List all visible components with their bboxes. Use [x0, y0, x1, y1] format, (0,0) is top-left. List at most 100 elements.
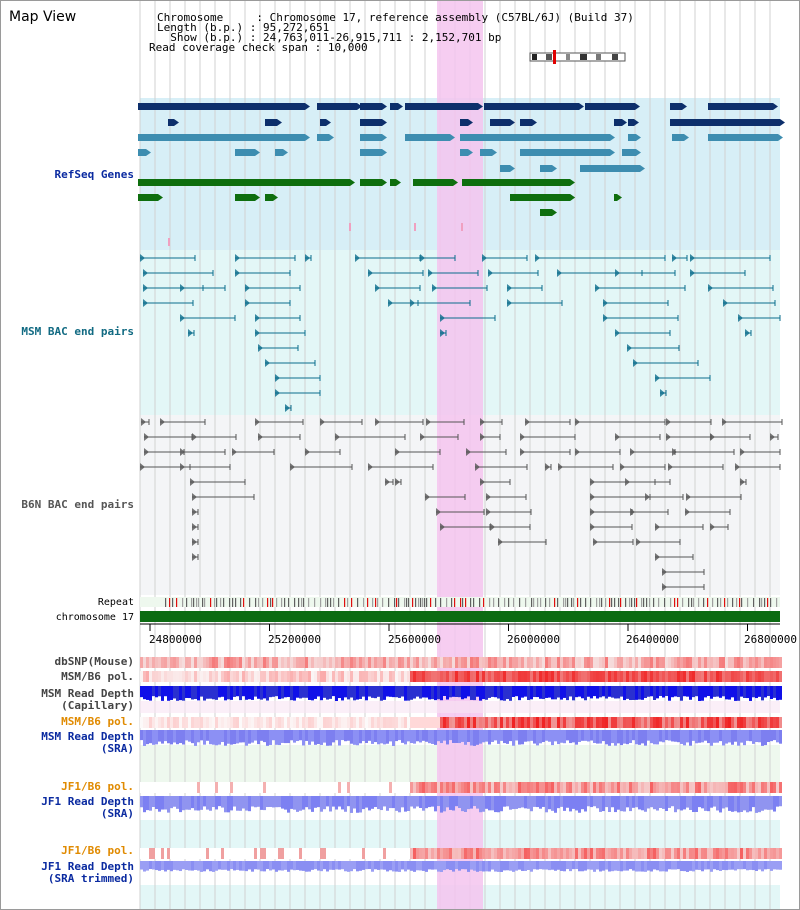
heat-cell: [710, 848, 713, 859]
heat-cell: [515, 717, 518, 728]
depth-bar: [392, 730, 395, 746]
heat-cell: [413, 782, 416, 793]
heat-cell: [575, 671, 578, 682]
heat-cell: [293, 782, 296, 793]
depth-bar: [329, 686, 332, 699]
heat-cell: [182, 848, 185, 859]
depth-bar: [161, 730, 164, 744]
depth-bar: [239, 796, 242, 811]
depth-bar: [521, 861, 524, 871]
heat-cell: [368, 671, 371, 682]
depth-bar: [206, 730, 209, 741]
heat-cell: [473, 782, 476, 793]
heat-cell: [308, 671, 311, 682]
depth-bar: [692, 730, 695, 741]
heat-cell: [218, 671, 221, 682]
track-label-jf1-pol[interactable]: JF1/B6 pol.: [61, 780, 134, 793]
heat-cell: [779, 848, 782, 859]
heat-cell: [389, 717, 392, 728]
depth-bar: [464, 861, 467, 870]
depth-bar: [593, 796, 596, 807]
heat-cell: [764, 782, 767, 793]
depth-bar: [689, 730, 692, 746]
heat-cell: [317, 782, 320, 793]
heat-cell: [626, 848, 629, 859]
depth-bar: [317, 686, 320, 697]
track-label-msm-depth-capillary[interactable]: MSM Read Depth (Capillary): [41, 687, 134, 712]
depth-bar: [428, 796, 431, 808]
heat-cell: [416, 848, 419, 859]
repeat-mark: [196, 598, 198, 607]
heat-cell: [161, 671, 164, 682]
heat-cell: [347, 671, 350, 682]
track-label-b6n-bac[interactable]: B6N BAC end pairs: [21, 498, 134, 511]
gene-block: [360, 103, 382, 110]
heat-cell: [209, 782, 212, 793]
depth-bar: [380, 730, 383, 744]
heat-cell: [191, 671, 194, 682]
repeat-mark: [210, 598, 212, 607]
heat-cell: [284, 717, 287, 728]
track-label-jf1-depth[interactable]: JF1 Read Depth (SRA): [41, 795, 134, 820]
b6n-bac-pair-end: [740, 448, 745, 456]
heat-cell: [677, 657, 680, 668]
track-label-jf1-pol-2[interactable]: JF1/B6 pol.: [61, 844, 134, 857]
heat-cell: [149, 657, 152, 668]
track-label-jf1-depth-trimmed[interactable]: JF1 Read Depth (SRA trimmed): [41, 860, 134, 885]
heat-cell: [683, 717, 686, 728]
repeat-mark: [720, 598, 722, 607]
heat-cell: [641, 782, 644, 793]
heat-cell: [722, 671, 725, 682]
b6n-bac-pair-end: [655, 523, 660, 531]
msm-bac-pair-end: [690, 254, 695, 262]
track-label-msm-bac[interactable]: MSM BAC end pairs: [21, 325, 134, 338]
depth-bar: [713, 730, 716, 743]
track-label-dbsnp[interactable]: dbSNP(Mouse): [54, 655, 134, 668]
heat-cell: [650, 782, 653, 793]
heat-cell: [437, 848, 440, 859]
depth-bar: [551, 730, 554, 746]
heat-cell: [761, 671, 764, 682]
heat-cell: [569, 848, 572, 859]
track-label-msm-b6-pol-2[interactable]: MSM/B6 pol.: [61, 715, 134, 728]
heat-cell: [155, 782, 158, 793]
depth-bar: [644, 730, 647, 746]
heat-cell: [575, 782, 578, 793]
heat-cell: [317, 657, 320, 668]
heat-cell: [182, 671, 185, 682]
page-title: Map View: [9, 9, 77, 25]
depth-bar: [644, 861, 647, 872]
heat-cell: [527, 657, 530, 668]
depth-bar: [527, 730, 530, 742]
heat-cell: [287, 782, 290, 793]
repeat-mark: [320, 598, 322, 607]
heat-cell: [749, 671, 752, 682]
b6n-bac-pair-end: [180, 448, 185, 456]
depth-bar: [563, 730, 566, 744]
heat-cell: [428, 657, 431, 668]
heat-cell: [392, 671, 395, 682]
heat-cell: [350, 671, 353, 682]
depth-bar: [140, 796, 143, 808]
heat-cell: [497, 848, 500, 859]
axis-tick-label: 26400000: [626, 633, 679, 646]
repeat-mark: [301, 598, 303, 607]
track-label-msm-b6-pol[interactable]: MSM/B6 pol.: [61, 670, 134, 683]
depth-bar: [557, 796, 560, 809]
heat-cell: [467, 657, 470, 668]
heat-cell: [680, 671, 683, 682]
heat-cell: [578, 717, 581, 728]
track-label-refseq[interactable]: RefSeq Genes: [54, 168, 134, 181]
heat-cell: [233, 657, 236, 668]
heat-cell: [341, 848, 344, 859]
track-label-msm-depth-sra[interactable]: MSM Read Depth (SRA): [41, 730, 134, 755]
heat-cell: [470, 782, 473, 793]
heat-cell: [257, 848, 260, 859]
heat-cell: [176, 717, 179, 728]
repeat-mark: [267, 598, 269, 607]
depth-bar: [536, 861, 539, 870]
depth-bar: [437, 796, 440, 807]
heat-cell: [740, 657, 743, 668]
depth-bar: [458, 796, 461, 809]
